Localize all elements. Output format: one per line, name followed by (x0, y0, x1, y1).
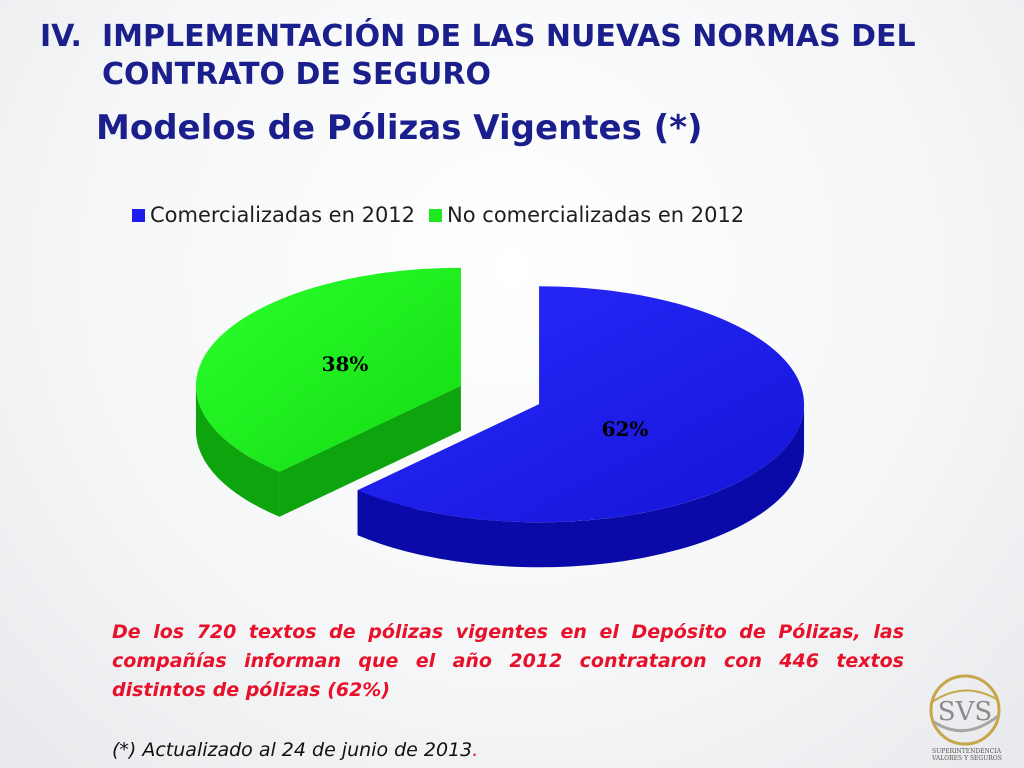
heading-text: IMPLEMENTACIÓN DE LAS NUEVAS NORMAS DEL … (102, 19, 916, 92)
slide-subtitle: Modelos de Pólizas Vigentes (*) (96, 108, 703, 148)
footnote-end: . (472, 739, 479, 761)
legend-entry-no-comercializadas: No comercializadas en 2012 (429, 203, 744, 227)
heading-number: IV. (40, 19, 82, 54)
legend-label-comercializadas: Comercializadas en 2012 (150, 203, 416, 227)
pie-slice-no-comercializadas (195, 267, 461, 517)
legend-entry-comercializadas: Comercializadas en 2012 (132, 203, 415, 227)
footnote-text: (*) Actualizado al 24 de junio de 2013 (112, 739, 473, 761)
update-footnote: (*) Actualizado al 24 de junio de 2013. (112, 739, 478, 761)
logo-caption-line2: VALORES Y SEGUROS (932, 755, 1002, 762)
legend-swatch-no-comercializadas (429, 208, 443, 222)
data-label-no-comercializadas: 38% (322, 352, 369, 376)
pie-rim-no-comercializadas (195, 385, 280, 517)
svs-logo-icon: SVS (929, 674, 1001, 746)
data-label-comercializadas: 62% (602, 417, 649, 441)
pie-wall-no-comercializadas-0 (279, 385, 461, 517)
logo-caption-line1: SUPERINTENDENCIA (932, 748, 1002, 755)
pie-rim-comercializadas (357, 404, 805, 568)
pie-top-no-comercializadas (195, 267, 461, 472)
legend-swatch-comercializadas (132, 208, 145, 222)
summary-note: De los 720 textos de pólizas vigentes en… (112, 621, 904, 701)
logo-mark: SVS (938, 697, 992, 727)
pie-top-comercializadas (357, 286, 805, 523)
legend-label-no-comercializadas: No comercializadas en 2012 (447, 203, 745, 227)
logo-caption: SUPERINTENDENCIA VALORES Y SEGUROS (932, 748, 1012, 762)
chart-legend: Comercializadas en 2012 No comercializad… (132, 203, 758, 227)
pie-slice-comercializadas (357, 286, 805, 568)
